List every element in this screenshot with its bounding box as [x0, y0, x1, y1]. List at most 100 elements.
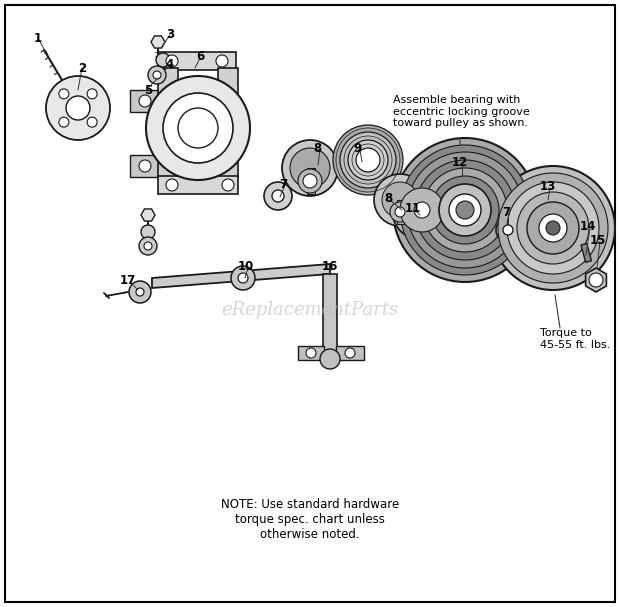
Circle shape — [340, 132, 396, 188]
Circle shape — [178, 108, 218, 148]
Circle shape — [59, 117, 69, 127]
Circle shape — [148, 66, 166, 84]
Circle shape — [382, 182, 418, 218]
Text: 15: 15 — [590, 234, 606, 246]
Circle shape — [59, 89, 69, 99]
Circle shape — [348, 140, 388, 180]
Circle shape — [166, 55, 178, 67]
Circle shape — [392, 180, 452, 240]
Circle shape — [390, 202, 410, 222]
Bar — [158, 68, 178, 178]
Text: 9: 9 — [354, 141, 362, 155]
Circle shape — [306, 348, 316, 358]
Bar — [336, 346, 364, 360]
Circle shape — [272, 190, 284, 202]
Circle shape — [491, 166, 615, 290]
Circle shape — [407, 152, 523, 268]
Polygon shape — [152, 264, 330, 288]
Text: 7: 7 — [279, 178, 287, 191]
Circle shape — [238, 273, 248, 283]
Circle shape — [303, 174, 317, 188]
Circle shape — [166, 179, 178, 191]
Circle shape — [517, 192, 589, 264]
Polygon shape — [586, 268, 606, 292]
FancyBboxPatch shape — [158, 176, 238, 194]
Polygon shape — [151, 36, 165, 48]
Circle shape — [264, 182, 292, 210]
Text: 17: 17 — [120, 274, 136, 287]
Bar — [307, 168, 315, 194]
Circle shape — [298, 156, 322, 180]
Text: Assemble bearing with
eccentric locking groove
toward pulley as shown.: Assemble bearing with eccentric locking … — [393, 95, 529, 128]
Circle shape — [415, 160, 515, 260]
Circle shape — [129, 281, 151, 303]
Circle shape — [503, 225, 513, 235]
Circle shape — [589, 273, 603, 287]
Text: 11: 11 — [405, 202, 421, 214]
Text: 5: 5 — [144, 84, 152, 97]
Circle shape — [139, 160, 151, 172]
Circle shape — [216, 55, 228, 67]
Circle shape — [527, 202, 579, 254]
Circle shape — [333, 125, 403, 195]
Text: 1: 1 — [34, 32, 42, 44]
Text: 2: 2 — [78, 61, 86, 75]
Circle shape — [298, 169, 322, 193]
Circle shape — [282, 140, 338, 196]
Circle shape — [153, 71, 161, 79]
Circle shape — [449, 194, 481, 226]
Circle shape — [136, 288, 144, 296]
FancyBboxPatch shape — [158, 52, 236, 70]
Circle shape — [139, 95, 151, 107]
Circle shape — [410, 198, 434, 222]
Text: 8: 8 — [313, 141, 321, 155]
Circle shape — [400, 188, 444, 232]
Bar — [130, 155, 160, 177]
Text: eReplacementParts: eReplacementParts — [221, 301, 399, 319]
Circle shape — [290, 148, 330, 188]
Circle shape — [231, 266, 255, 290]
Circle shape — [496, 218, 520, 242]
Bar — [298, 346, 324, 360]
Bar — [323, 274, 337, 359]
Bar — [218, 68, 238, 178]
Text: 13: 13 — [540, 180, 556, 192]
Circle shape — [87, 117, 97, 127]
Text: 4: 4 — [166, 58, 174, 72]
Text: 14: 14 — [580, 220, 596, 232]
Circle shape — [539, 214, 567, 242]
Circle shape — [163, 93, 233, 163]
Circle shape — [320, 349, 340, 369]
Text: 3: 3 — [166, 29, 174, 41]
Circle shape — [431, 176, 499, 244]
Circle shape — [423, 168, 507, 252]
Circle shape — [414, 202, 430, 218]
Circle shape — [507, 182, 599, 274]
Circle shape — [156, 53, 170, 67]
Circle shape — [400, 145, 530, 275]
Circle shape — [374, 174, 426, 226]
Circle shape — [144, 242, 152, 250]
Circle shape — [141, 225, 155, 239]
Bar — [397, 200, 404, 224]
Circle shape — [139, 237, 157, 255]
Circle shape — [546, 221, 560, 235]
Circle shape — [222, 179, 234, 191]
Circle shape — [498, 173, 608, 283]
Circle shape — [456, 201, 474, 219]
Circle shape — [87, 89, 97, 99]
Text: Torque to
45-55 ft. lbs.: Torque to 45-55 ft. lbs. — [540, 328, 610, 350]
Circle shape — [390, 190, 410, 210]
Text: 10: 10 — [238, 260, 254, 273]
Circle shape — [345, 348, 355, 358]
Text: 12: 12 — [452, 157, 468, 169]
Circle shape — [46, 76, 110, 140]
Bar — [130, 90, 160, 112]
Circle shape — [356, 148, 380, 172]
Circle shape — [66, 96, 90, 120]
Circle shape — [439, 184, 491, 236]
Text: 8: 8 — [384, 191, 392, 205]
Text: NOTE: Use standard hardware
torque spec. chart unless
otherwise noted.: NOTE: Use standard hardware torque spec.… — [221, 498, 399, 541]
Circle shape — [395, 207, 405, 217]
Text: 6: 6 — [196, 50, 204, 64]
